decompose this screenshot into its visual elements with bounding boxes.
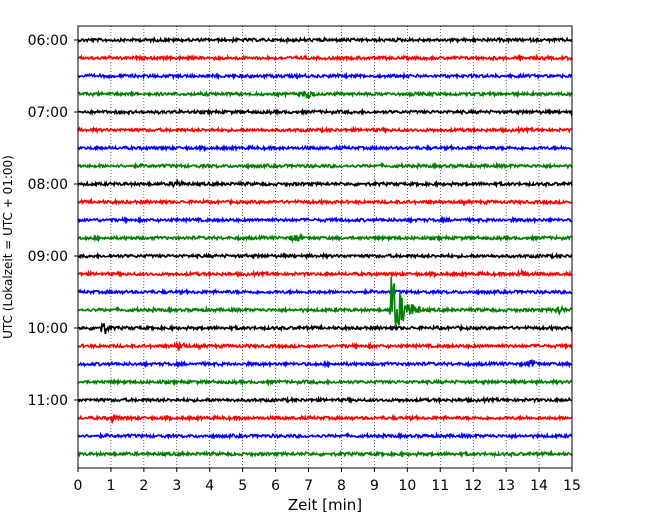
- y-axis-label: UTC (Lokalzeit = UTC + 01:00): [1, 155, 15, 339]
- trace-line: [77, 287, 573, 297]
- trace-line: [77, 53, 573, 63]
- trace-line: [77, 161, 573, 170]
- trace-line: [77, 107, 573, 117]
- trace-line: [77, 89, 573, 99]
- x-tick-label: 15: [563, 478, 581, 494]
- trace-line: [77, 197, 573, 207]
- trace-line: [77, 359, 573, 369]
- x-tick-label: 6: [271, 478, 280, 494]
- trace-line: [77, 395, 573, 405]
- y-tick-label: 09:00: [28, 249, 68, 265]
- y-tick-label: 06:00: [28, 33, 68, 49]
- x-tick-label: 5: [238, 478, 247, 494]
- trace-line: [77, 71, 573, 81]
- x-axis-ticks: 0 1 2 3 4 5 6 7 8 9 10 11 12 13 14 15: [74, 468, 581, 494]
- x-tick-label: 12: [464, 478, 482, 494]
- x-tick-label: 8: [337, 478, 346, 494]
- trace-line: [77, 251, 573, 261]
- x-tick-label: 4: [205, 478, 214, 494]
- trace-line: [77, 449, 573, 459]
- trace-line: [77, 178, 573, 189]
- y-tick-label: 11:00: [28, 393, 68, 409]
- y-tick-label: 10:00: [28, 321, 68, 337]
- y-axis-ticks: 06:00 07:00 08:00 09:00 10:00 11:00: [28, 33, 78, 409]
- y-tick-label: 08:00: [28, 177, 68, 193]
- plot-frame: [77, 25, 573, 469]
- trace-lines: [77, 35, 573, 459]
- y-tick-label: 07:00: [28, 105, 68, 121]
- trace-line: [77, 35, 573, 45]
- trace-line: [77, 215, 573, 225]
- x-tick-label: 7: [304, 478, 313, 494]
- x-tick-label: 3: [172, 478, 181, 494]
- x-tick-label: 14: [530, 478, 548, 494]
- x-tick-label: 1: [106, 478, 115, 494]
- x-tick-label: 2: [139, 478, 148, 494]
- x-tick-label: 11: [431, 478, 449, 494]
- trace-line: [77, 276, 573, 327]
- trace-line: [77, 340, 573, 351]
- x-axis-label: Zeit [min]: [288, 496, 362, 514]
- trace-line: [77, 377, 573, 387]
- trace-line: [77, 413, 573, 425]
- trace-line: [77, 232, 573, 244]
- trace-line: [77, 143, 573, 153]
- x-tick-label: 13: [497, 478, 515, 494]
- x-tick-label: 0: [74, 478, 83, 494]
- x-tick-label: 9: [370, 478, 379, 494]
- x-tick-label: 10: [398, 478, 416, 494]
- trace-line: [77, 321, 573, 335]
- trace-line: [77, 268, 573, 279]
- trace-line: [77, 431, 573, 440]
- trace-line: [77, 125, 573, 135]
